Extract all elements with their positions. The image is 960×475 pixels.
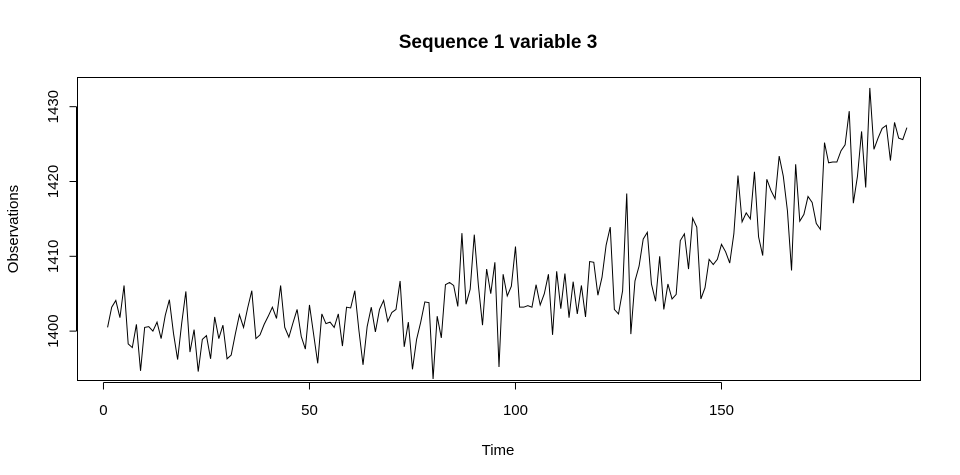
- y-axis-label: Observations: [5, 185, 22, 273]
- y-tick-label: 1430: [45, 90, 62, 123]
- chart-title: Sequence 1 variable 3: [399, 32, 598, 53]
- x-tick-label: 100: [503, 402, 528, 419]
- series-line: [107, 87, 908, 380]
- x-tick-label: 0: [99, 402, 107, 419]
- x-tick-label: 50: [301, 402, 318, 419]
- x-tick-label: 150: [709, 402, 734, 419]
- y-tick-label: 1420: [45, 165, 62, 198]
- x-axis: 0 50 100 150: [99, 382, 734, 419]
- y-axis: 1400 1410 1420 1430: [45, 90, 77, 348]
- x-axis-label: Time: [482, 442, 515, 459]
- y-tick-label: 1410: [45, 240, 62, 273]
- y-tick-label: 1400: [45, 314, 62, 347]
- plot-frame: [77, 77, 921, 381]
